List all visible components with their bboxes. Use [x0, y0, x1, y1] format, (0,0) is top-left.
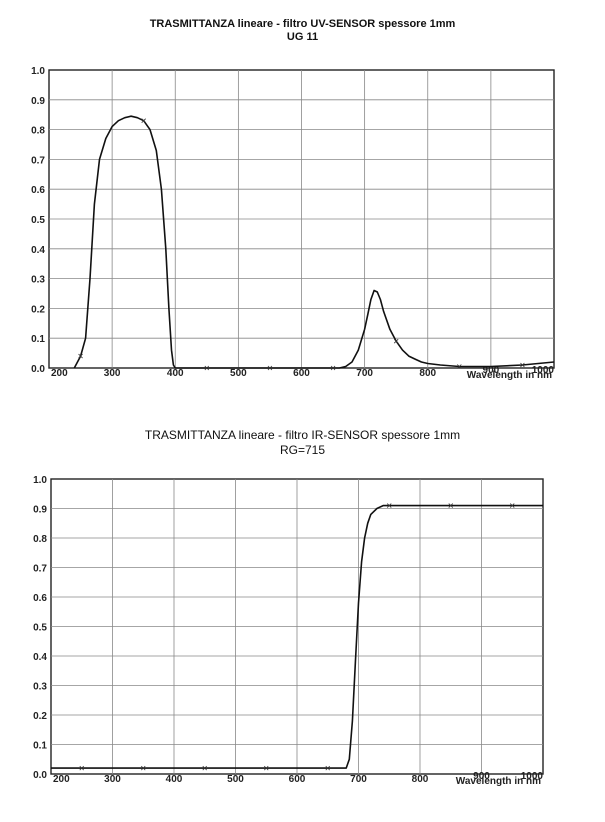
- x-tick-label: 600: [293, 368, 310, 379]
- x-tick-label: 1000: [532, 365, 555, 376]
- x-tick-label: 1000: [521, 771, 544, 782]
- chart-subtitle: UG 11: [286, 31, 319, 43]
- ir-sensor-chart: TRASMITTANZA lineare - filtro IR-SENSOR …: [0, 420, 605, 820]
- data-point-marker: [509, 503, 515, 508]
- data-point-marker: [325, 765, 331, 771]
- x-tick-label: 400: [166, 774, 183, 785]
- x-tick-label: 700: [350, 774, 367, 785]
- y-tick-label: 1.0: [33, 475, 47, 486]
- data-point-marker: [520, 362, 525, 368]
- y-tick-label: 0.0: [31, 364, 45, 375]
- x-axis-label: Wavelength in nm: [467, 370, 552, 381]
- y-tick-label: 0.9: [31, 96, 45, 107]
- y-tick-label: 0.0: [33, 770, 47, 781]
- y-tick-label: 0.3: [33, 682, 47, 693]
- data-point-marker: [457, 364, 462, 369]
- y-tick-label: 0.6: [31, 185, 45, 196]
- chart-title-line: TRASMITTANZA lineare - filtro UV-SENSOR …: [149, 18, 456, 30]
- y-tick-label: 0.8: [33, 534, 47, 545]
- data-point-marker: [79, 765, 85, 771]
- x-tick-label: 400: [167, 368, 184, 379]
- x-tick-label: 600: [289, 774, 306, 785]
- chart-title: TRASMITTANZA lineare - filtro UV-SENSOR …: [0, 18, 605, 44]
- y-tick-label: 0.2: [31, 304, 45, 315]
- x-tick-label: 500: [227, 774, 244, 785]
- chart-title: TRASMITTANZA lineare - filtro IR-SENSOR …: [0, 428, 605, 458]
- y-tick-label: 0.4: [33, 652, 47, 663]
- x-tick-label: 200: [53, 774, 70, 785]
- y-tick-label: 0.5: [31, 215, 45, 226]
- x-tick-label: 300: [104, 774, 121, 785]
- series-line: [73, 115, 555, 369]
- y-tick-label: 0.1: [33, 741, 47, 752]
- x-tick-label: 800: [419, 368, 436, 379]
- data-point-marker: [393, 338, 399, 344]
- x-tick-label: 200: [51, 368, 68, 379]
- data-point-marker: [267, 365, 273, 371]
- y-tick-label: 0.4: [31, 245, 45, 256]
- data-point-marker: [386, 503, 392, 508]
- y-tick-label: 0.8: [31, 126, 45, 137]
- y-tick-label: 0.5: [33, 623, 47, 634]
- x-tick-label: 500: [230, 368, 247, 379]
- x-tick-label: 800: [412, 774, 429, 785]
- ir-sensor-plot: 0.0 0.1 0.2 0.3 0.4 0.5 0.6 0.7 0.8 0.9 1.0 200 300 4…: [33, 475, 544, 787]
- y-tick-label: 0.2: [33, 711, 47, 722]
- y-tick-label: 0.3: [31, 275, 45, 286]
- x-tick-label: 900: [483, 365, 500, 376]
- uv-sensor-plot: 0.0 0.1 0.2 0.3 0.4 0.5 0.6 0.7 0.8 0.9 1.0 200 300 4…: [31, 66, 555, 381]
- uv-sensor-chart: TRASMITTANZA lineare - filtro UV-SENSOR …: [0, 0, 605, 400]
- data-point-marker: [330, 365, 336, 371]
- data-point-marker: [263, 765, 269, 771]
- x-tick-label: 700: [356, 368, 373, 379]
- chart-subtitle: RG=715: [279, 443, 326, 457]
- chart-title-line: TRASMITTANZA lineare - filtro IR-SENSOR …: [144, 428, 461, 442]
- data-point-marker: [204, 365, 210, 371]
- y-tick-label: 0.7: [31, 155, 45, 166]
- series-line: [51, 504, 543, 769]
- data-point-marker: [141, 118, 146, 123]
- data-point-marker: [140, 765, 146, 771]
- y-tick-label: 0.6: [33, 593, 47, 604]
- x-axis-label: Wavelength in nm: [456, 776, 541, 787]
- y-tick-label: 0.1: [31, 334, 45, 345]
- y-tick-label: 0.9: [33, 505, 47, 516]
- x-tick-label: 300: [104, 368, 121, 379]
- x-tick-label: 900: [473, 771, 490, 782]
- data-point-marker: [448, 503, 454, 508]
- data-point-marker: [202, 765, 208, 771]
- y-tick-label: 1.0: [31, 66, 45, 77]
- data-point-marker: [78, 353, 83, 359]
- y-tick-label: 0.7: [33, 564, 47, 575]
